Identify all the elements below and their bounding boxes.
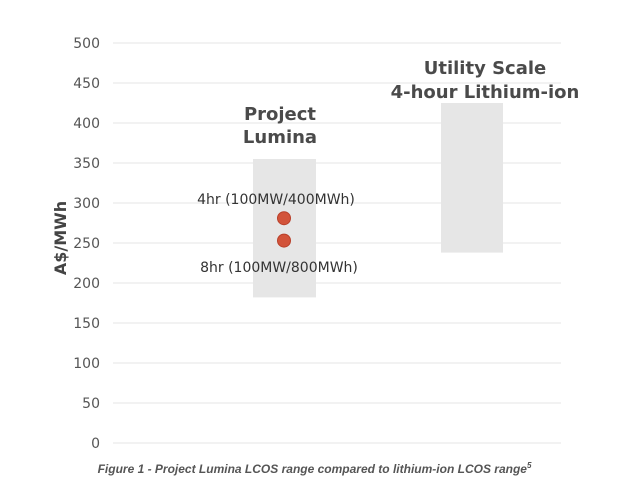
data-point-label: 8hr (100MW/800MWh) [200,260,358,276]
range-title-line: 4-hour Lithium-ion [391,82,580,103]
y-tick-label: 100 [73,356,100,372]
range-title-line: Project [244,104,316,125]
y-tick-label: 250 [73,236,100,252]
y-tick-label: 150 [73,316,100,332]
y-tick-label: 500 [73,36,100,52]
caption-text: Figure 1 - Project Lumina LCOS range com… [97,462,527,476]
y-tick-label: 0 [91,436,100,452]
data-point-label: 4hr (100MW/400MWh) [197,192,355,208]
y-axis-label: A$/MWh [51,201,70,275]
lcos-chart: 0 50 100 150 200 250 300 350 400 450 500 A$/MWh Pr… [51,36,579,452]
range-bars [253,103,503,298]
y-tick-label: 450 [73,76,100,92]
range-bar [441,103,503,253]
gridlines [113,42,561,444]
range-title-line: Lumina [243,127,317,148]
y-tick-label: 400 [73,116,100,132]
range-bar [253,159,316,298]
caption-superscript: 5 [526,461,532,470]
y-tick-labels: 0 50 100 150 200 250 300 350 400 450 500 [73,36,100,452]
y-tick-label: 350 [73,156,100,172]
data-point [277,233,291,248]
y-tick-label: 300 [73,196,100,212]
data-point [277,211,291,226]
y-tick-label: 200 [73,276,100,292]
y-tick-label: 50 [82,396,100,412]
figure-caption: Figure 1 - Project Lumina LCOS range com… [0,461,629,476]
points: 4hr (100MW/400MWh) 8hr (100MW/800MWh) [197,192,358,276]
range-title-line: Utility Scale [424,58,547,79]
